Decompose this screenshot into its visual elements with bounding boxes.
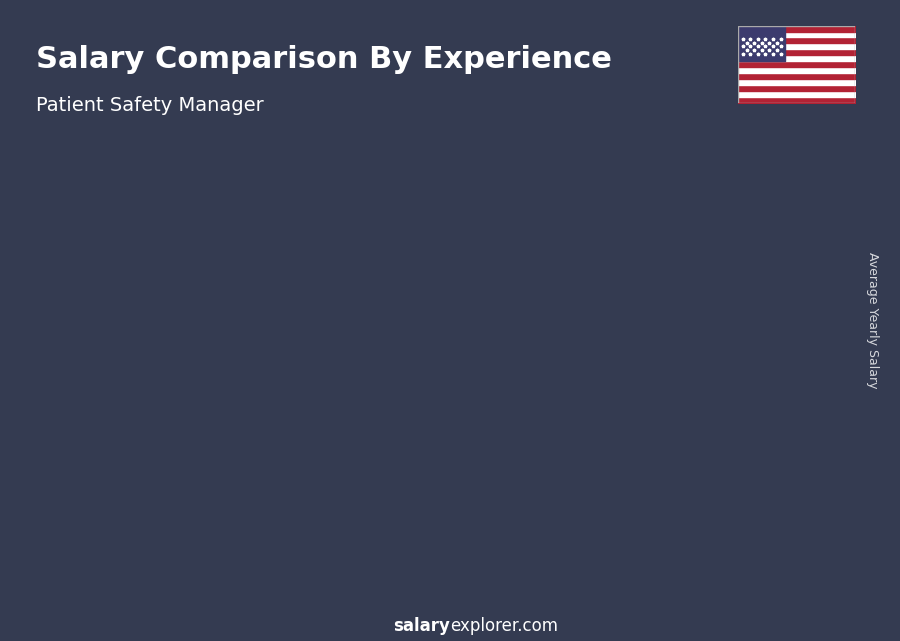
Text: +7%: +7% xyxy=(687,129,733,147)
Polygon shape xyxy=(740,179,812,551)
Polygon shape xyxy=(548,210,558,551)
Polygon shape xyxy=(79,404,151,551)
Text: +38%: +38% xyxy=(284,240,343,258)
Polygon shape xyxy=(608,184,690,203)
Text: +29%: +29% xyxy=(152,302,211,320)
Text: 114,000 USD: 114,000 USD xyxy=(340,569,418,581)
Polygon shape xyxy=(211,362,284,551)
Text: salary: salary xyxy=(393,617,450,635)
Text: +7%: +7% xyxy=(554,153,600,171)
Text: 82,800 USD: 82,800 USD xyxy=(209,569,278,581)
Polygon shape xyxy=(475,228,548,551)
Text: 152,000 USD: 152,000 USD xyxy=(605,569,681,581)
Text: 64,400 USD: 64,400 USD xyxy=(76,569,146,581)
Text: explorer.com: explorer.com xyxy=(450,617,558,635)
Text: Patient Safety Manager: Patient Safety Manager xyxy=(36,96,264,115)
Polygon shape xyxy=(812,162,823,551)
Text: 162,000 USD: 162,000 USD xyxy=(737,569,814,581)
Text: 141,000 USD: 141,000 USD xyxy=(472,569,550,581)
Polygon shape xyxy=(343,290,416,551)
Polygon shape xyxy=(211,343,294,362)
Polygon shape xyxy=(475,210,558,228)
Text: Average Yearly Salary: Average Yearly Salary xyxy=(867,253,879,388)
Polygon shape xyxy=(416,271,427,551)
Polygon shape xyxy=(151,385,162,551)
Polygon shape xyxy=(608,203,680,551)
Polygon shape xyxy=(284,343,294,551)
Polygon shape xyxy=(680,184,690,551)
Text: Salary Comparison By Experience: Salary Comparison By Experience xyxy=(36,45,612,74)
Polygon shape xyxy=(740,162,823,179)
Polygon shape xyxy=(79,385,162,404)
Polygon shape xyxy=(343,271,427,290)
Text: +24%: +24% xyxy=(417,173,474,191)
